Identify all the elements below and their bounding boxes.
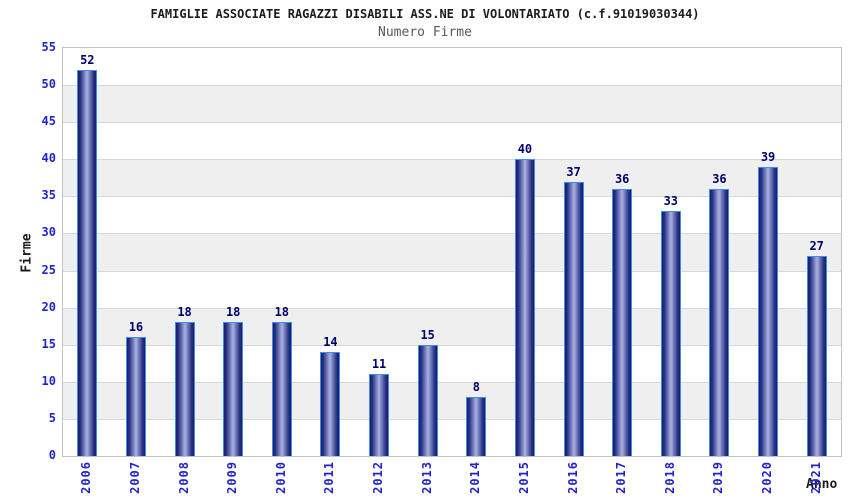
x-tick-label-2021: 2021 xyxy=(808,461,823,494)
x-tick-label-2010: 2010 xyxy=(273,461,288,494)
x-tick-label-2016: 2016 xyxy=(565,461,580,494)
bar-slot-2021: 27 xyxy=(792,48,841,456)
bar-2010 xyxy=(271,322,292,456)
y-tick-label-35: 35 xyxy=(41,188,56,203)
gridline xyxy=(63,418,841,420)
bar-slot-2019: 36 xyxy=(695,48,744,456)
bar-2007 xyxy=(125,337,146,456)
bar-value-label-2020: 39 xyxy=(760,149,776,164)
y-tick-label-20: 20 xyxy=(41,299,56,314)
bar-slot-2006: 52 xyxy=(63,48,112,456)
bar-slot-2015: 40 xyxy=(501,48,550,456)
y-tick-label-0: 0 xyxy=(48,448,56,462)
bar-2013 xyxy=(417,344,438,456)
bar-slot-2009: 18 xyxy=(209,48,258,456)
bar-2012 xyxy=(369,374,390,456)
x-tick-label-2015: 2015 xyxy=(516,461,531,494)
bar-value-label-2014: 8 xyxy=(472,379,480,394)
x-tick-label-2014: 2014 xyxy=(468,461,483,494)
bar-value-label-2013: 15 xyxy=(420,327,435,342)
bar-value-label-2015: 40 xyxy=(517,142,533,157)
bar-value-label-2017: 36 xyxy=(614,171,630,186)
gridline xyxy=(63,270,841,272)
bar-value-label-2019: 36 xyxy=(712,171,727,186)
bar-slot-2016: 37 xyxy=(549,48,598,456)
bar-value-label-2010: 18 xyxy=(274,305,290,320)
bar-slot-2008: 18 xyxy=(160,48,209,456)
bar-value-label-2008: 18 xyxy=(177,305,192,320)
x-axis-title: Anno xyxy=(806,477,838,492)
bar-value-label-2018: 33 xyxy=(663,194,679,209)
bar-value-label-2007: 16 xyxy=(128,320,144,335)
x-tick-label-2013: 2013 xyxy=(419,461,434,494)
bar-value-label-2011: 14 xyxy=(323,335,338,350)
x-tick-label-2012: 2012 xyxy=(371,461,386,494)
y-tick-label-40: 40 xyxy=(41,151,56,166)
bar-value-label-2016: 37 xyxy=(566,164,581,179)
bar-slot-2010: 18 xyxy=(258,48,307,456)
y-tick-label-5: 5 xyxy=(48,410,56,425)
plot-area: 52 16 18 18 18 14 11 15 8 40 37 36 33 36 39 27 xyxy=(62,47,842,457)
chart-subtitle: Numero Firme xyxy=(378,25,472,40)
bar-slot-2018: 33 xyxy=(647,48,696,456)
bar-slot-2014: 8 xyxy=(452,48,501,456)
gridline xyxy=(63,159,841,161)
x-tick-label-2019: 2019 xyxy=(711,461,726,494)
x-tick-label-2006: 2006 xyxy=(79,461,94,494)
bar-2015 xyxy=(514,159,535,456)
gridline xyxy=(63,122,841,124)
bar-2020 xyxy=(758,166,779,456)
y-tick-label-15: 15 xyxy=(41,336,56,351)
bar-2011 xyxy=(320,352,341,456)
gridline xyxy=(63,196,841,198)
gridline xyxy=(63,233,841,235)
x-tick-label-2017: 2017 xyxy=(614,461,629,494)
bar-2009 xyxy=(223,322,244,456)
bar-slot-2013: 15 xyxy=(403,48,452,456)
bar-value-label-2006: 52 xyxy=(80,53,95,68)
gridline xyxy=(63,307,841,309)
bar-2014 xyxy=(466,396,487,456)
x-tick-label-2009: 2009 xyxy=(225,461,240,494)
bar-2021 xyxy=(806,255,827,456)
bar-2018 xyxy=(660,211,681,456)
bar-2016 xyxy=(563,181,584,456)
bar-slot-2012: 11 xyxy=(355,48,404,456)
bar-value-label-2009: 18 xyxy=(225,305,241,320)
y-tick-label-30: 30 xyxy=(41,225,56,240)
bar-slot-2020: 39 xyxy=(744,48,793,456)
y-tick-label-10: 10 xyxy=(41,373,56,388)
chart-title: FAMIGLIE ASSOCIATE RAGAZZI DISABILI ASS.… xyxy=(150,7,700,21)
y-tick-label-50: 50 xyxy=(41,77,56,92)
gridline xyxy=(63,85,841,87)
y-tick-label-45: 45 xyxy=(41,114,56,129)
x-tick-label-2020: 2020 xyxy=(760,461,775,494)
bar-2017 xyxy=(612,188,633,456)
x-tick-label-2018: 2018 xyxy=(662,461,677,494)
bar-slot-2017: 36 xyxy=(598,48,647,456)
bar-slot-2007: 16 xyxy=(112,48,161,456)
gridline xyxy=(63,381,841,383)
bar-2019 xyxy=(709,188,730,456)
bar-2008 xyxy=(174,322,195,456)
y-tick-label-55: 55 xyxy=(41,40,56,54)
bar-value-label-2021: 27 xyxy=(809,238,824,253)
y-tick-label-25: 25 xyxy=(41,262,56,277)
x-tick-label-2008: 2008 xyxy=(176,461,191,494)
x-tick-label-2007: 2007 xyxy=(127,461,142,494)
bar-value-label-2012: 11 xyxy=(371,357,387,372)
bar-slot-2011: 14 xyxy=(306,48,355,456)
bar-2006 xyxy=(77,70,98,456)
plot-band xyxy=(63,85,841,123)
x-tick-label-2011: 2011 xyxy=(322,461,337,494)
gridline xyxy=(63,344,841,346)
